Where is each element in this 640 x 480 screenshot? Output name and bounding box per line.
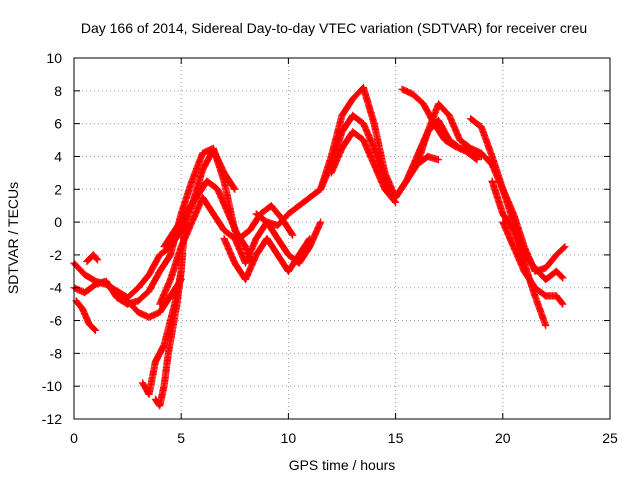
data-marker-trail <box>252 83 443 229</box>
x-tick-label: 15 <box>388 430 404 446</box>
data-marker-trail <box>72 297 99 334</box>
data-marker-trail <box>327 128 400 206</box>
series-sat-j <box>220 234 314 284</box>
y-tick-label: -6 <box>50 313 63 329</box>
data-marker-trail <box>113 275 185 321</box>
series-sat-q <box>488 177 567 284</box>
axis-ticks: 0 5 10 15 20 25 -12 -10 -8 -6 -4 -2 0 2 4 6 8 10 <box>42 50 618 446</box>
series-sat-k <box>252 83 443 229</box>
x-tick-label: 25 <box>602 430 618 446</box>
data-marker-trail <box>83 251 102 266</box>
data-marker-trail <box>488 177 567 284</box>
data-marker-trail <box>156 193 325 308</box>
series-sat-m <box>327 128 400 206</box>
y-tick-label: -12 <box>42 411 62 427</box>
x-tick-label: 10 <box>281 430 297 446</box>
y-tick-label: -4 <box>50 280 63 296</box>
y-tick-label: -10 <box>42 378 62 394</box>
y-tick-label: 8 <box>54 83 62 99</box>
y-tick-label: 2 <box>54 181 62 197</box>
x-tick-label: 0 <box>70 430 78 446</box>
x-axis-label: GPS time / hours <box>289 457 396 473</box>
series-sat-c <box>72 297 99 334</box>
series-sat-g <box>113 275 185 321</box>
plot-frame <box>73 57 611 420</box>
data-marker-trail <box>70 144 256 308</box>
y-tick-label: 10 <box>46 50 62 66</box>
chart-title: Day 166 of 2014, Sidereal Day-to-day VTE… <box>81 20 587 36</box>
y-tick-label: -8 <box>50 345 63 361</box>
data-layer <box>70 83 569 410</box>
series-sat-d <box>83 251 102 266</box>
x-tick-label: 20 <box>495 430 511 446</box>
y-tick-label: 0 <box>54 214 62 230</box>
series-sat-h <box>156 193 325 308</box>
y-tick-label: -2 <box>50 247 63 263</box>
y-tick-label: 6 <box>54 116 62 132</box>
series-sat-b <box>70 144 256 308</box>
y-tick-label: 4 <box>54 148 62 164</box>
series-sat-r <box>499 218 567 308</box>
x-tick-label: 5 <box>177 430 185 446</box>
data-marker-trail <box>220 234 314 284</box>
data-marker-trail <box>499 218 567 308</box>
y-axis-label: SDTVAR / TECUs <box>5 182 21 294</box>
